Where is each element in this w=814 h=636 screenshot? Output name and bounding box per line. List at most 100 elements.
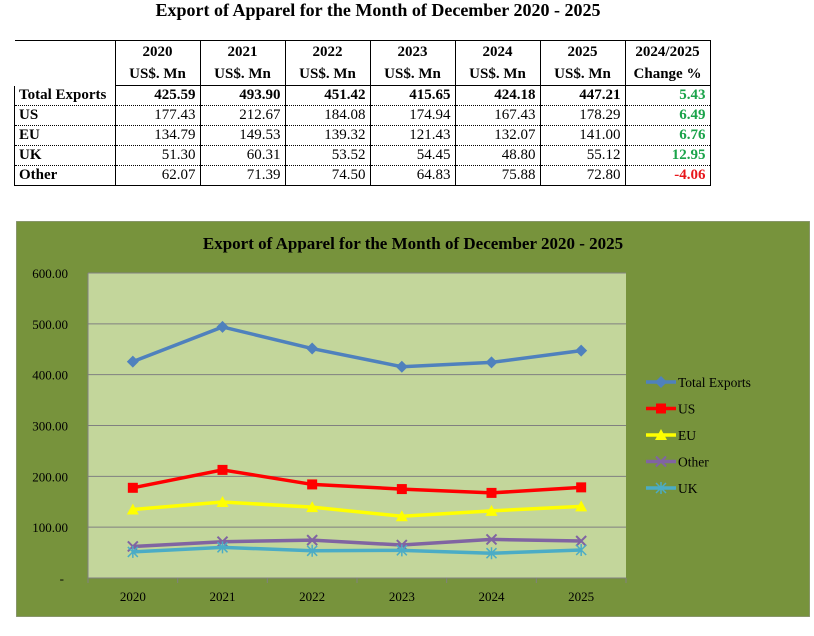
diamond-marker	[306, 342, 319, 355]
triangle-marker	[126, 503, 139, 515]
value-cell: 141.00	[539, 125, 626, 146]
diamond-marker	[655, 376, 667, 388]
value-cell: 174.94	[369, 105, 456, 126]
y-tick-label: 100.00	[32, 520, 68, 535]
x-tick-label: 2023	[389, 589, 415, 604]
x-tick-label: 2021	[210, 589, 236, 604]
series-line	[132, 545, 582, 555]
legend-label: US	[678, 402, 695, 417]
unit-header: US$. Mn	[539, 63, 626, 86]
series-us	[127, 464, 587, 498]
value-cell: 178.29	[539, 105, 626, 126]
change-cell: 5.43	[624, 85, 711, 106]
triangle-marker	[306, 501, 319, 513]
square-marker	[576, 482, 587, 493]
series-total-exports	[126, 320, 588, 373]
change-cell: -4.06	[624, 165, 711, 186]
value-cell: 72.80	[539, 165, 626, 186]
change-cell: 6.76	[624, 125, 711, 146]
change-header: Change %	[624, 63, 711, 86]
value-cell: 451.42	[284, 85, 371, 106]
value-cell: 149.53	[199, 125, 286, 146]
triangle-marker	[655, 429, 667, 440]
series-line	[132, 468, 582, 495]
legend-item: EU	[646, 428, 696, 443]
star-marker	[485, 547, 498, 560]
value-cell: 139.32	[284, 125, 371, 146]
table-row: Other 62.07 71.39 74.50 64.83 75.88 72.80 -4.06	[14, 165, 711, 186]
star-marker	[306, 544, 318, 557]
x-marker	[485, 533, 498, 546]
year-header: 2022	[284, 40, 371, 63]
page-title: Export of Apparel for the Month of Decem…	[155, 0, 601, 20]
y-tick-label: 500.00	[32, 317, 68, 332]
legend-item: UK	[646, 481, 698, 496]
line-chart: Export of Apparel for the Month of Decem…	[16, 221, 810, 617]
square-marker	[217, 464, 228, 475]
x-marker	[575, 535, 587, 547]
year-header: 2025	[539, 40, 626, 63]
triangle-marker	[395, 510, 408, 522]
star-marker	[655, 482, 667, 494]
unit-header: US$. Mn	[114, 63, 201, 86]
x-marker	[306, 534, 318, 546]
triangle-marker	[575, 500, 588, 512]
export-table: 2020 2021 2022 2023 2024 2025 2024/2025 US$. M…	[14, 40, 711, 186]
value-cell: 132.07	[454, 125, 541, 146]
corner-cell	[14, 40, 115, 86]
year-header: 2020	[114, 40, 201, 63]
row-label: UK	[14, 145, 116, 166]
change-cell: 6.49	[624, 105, 711, 126]
value-cell: 212.67	[199, 105, 286, 126]
chart-title: Export of Apparel for the Month of Decem…	[203, 234, 623, 253]
value-cell: 55.12	[539, 145, 626, 166]
y-tick-label: -	[60, 571, 64, 586]
legend-item: Total Exports	[646, 375, 751, 390]
y-tick-label: 600.00	[32, 266, 68, 281]
change-header: 2024/2025	[624, 40, 711, 63]
value-cell: 60.31	[199, 145, 286, 166]
value-cell: 62.07	[114, 165, 201, 186]
legend-item: US	[646, 402, 695, 417]
legend-label: UK	[678, 481, 698, 496]
row-label: Other	[14, 165, 116, 186]
value-cell: 425.59	[114, 85, 201, 106]
value-cell: 53.52	[284, 145, 371, 166]
triangle-marker	[485, 504, 498, 516]
legend-item: Other	[646, 455, 709, 470]
row-label: EU	[14, 125, 116, 146]
table-row: EU 134.79 149.53 139.32 121.43 132.07 141.00 6.…	[14, 125, 711, 146]
table-row: Total Exports 425.59 493.90 451.42 415.65 424…	[14, 85, 711, 106]
series-eu	[126, 495, 588, 522]
value-cell: 177.43	[114, 105, 201, 126]
legend-label: EU	[678, 428, 696, 443]
legend-label: Total Exports	[678, 375, 751, 390]
series-line	[132, 500, 582, 519]
series-other	[127, 533, 587, 553]
diamond-marker	[216, 320, 229, 333]
square-marker	[656, 403, 666, 414]
value-cell: 75.88	[454, 165, 541, 186]
series-uk	[127, 541, 587, 560]
value-cell: 134.79	[114, 125, 201, 146]
year-header: 2021	[199, 40, 286, 63]
table-row: US 177.43 212.67 184.08 174.94 167.43 178.29 6.…	[14, 105, 711, 126]
value-cell: 424.18	[454, 85, 541, 106]
unit-header: US$. Mn	[369, 63, 456, 86]
legend-label: Other	[678, 455, 709, 470]
series-line	[132, 537, 582, 549]
y-tick-label: 200.00	[32, 469, 68, 484]
square-marker	[396, 484, 407, 495]
diamond-marker	[485, 356, 498, 369]
value-cell: 167.43	[454, 105, 541, 126]
y-tick-label: 300.00	[32, 419, 68, 434]
value-cell: 184.08	[284, 105, 371, 126]
star-marker	[575, 543, 587, 556]
square-marker	[307, 479, 318, 490]
x-tick-label: 2024	[479, 589, 506, 604]
x-marker	[655, 455, 667, 468]
square-marker	[127, 482, 138, 493]
value-cell: 415.65	[369, 85, 456, 106]
square-marker	[486, 487, 497, 498]
diamond-marker	[575, 344, 588, 357]
